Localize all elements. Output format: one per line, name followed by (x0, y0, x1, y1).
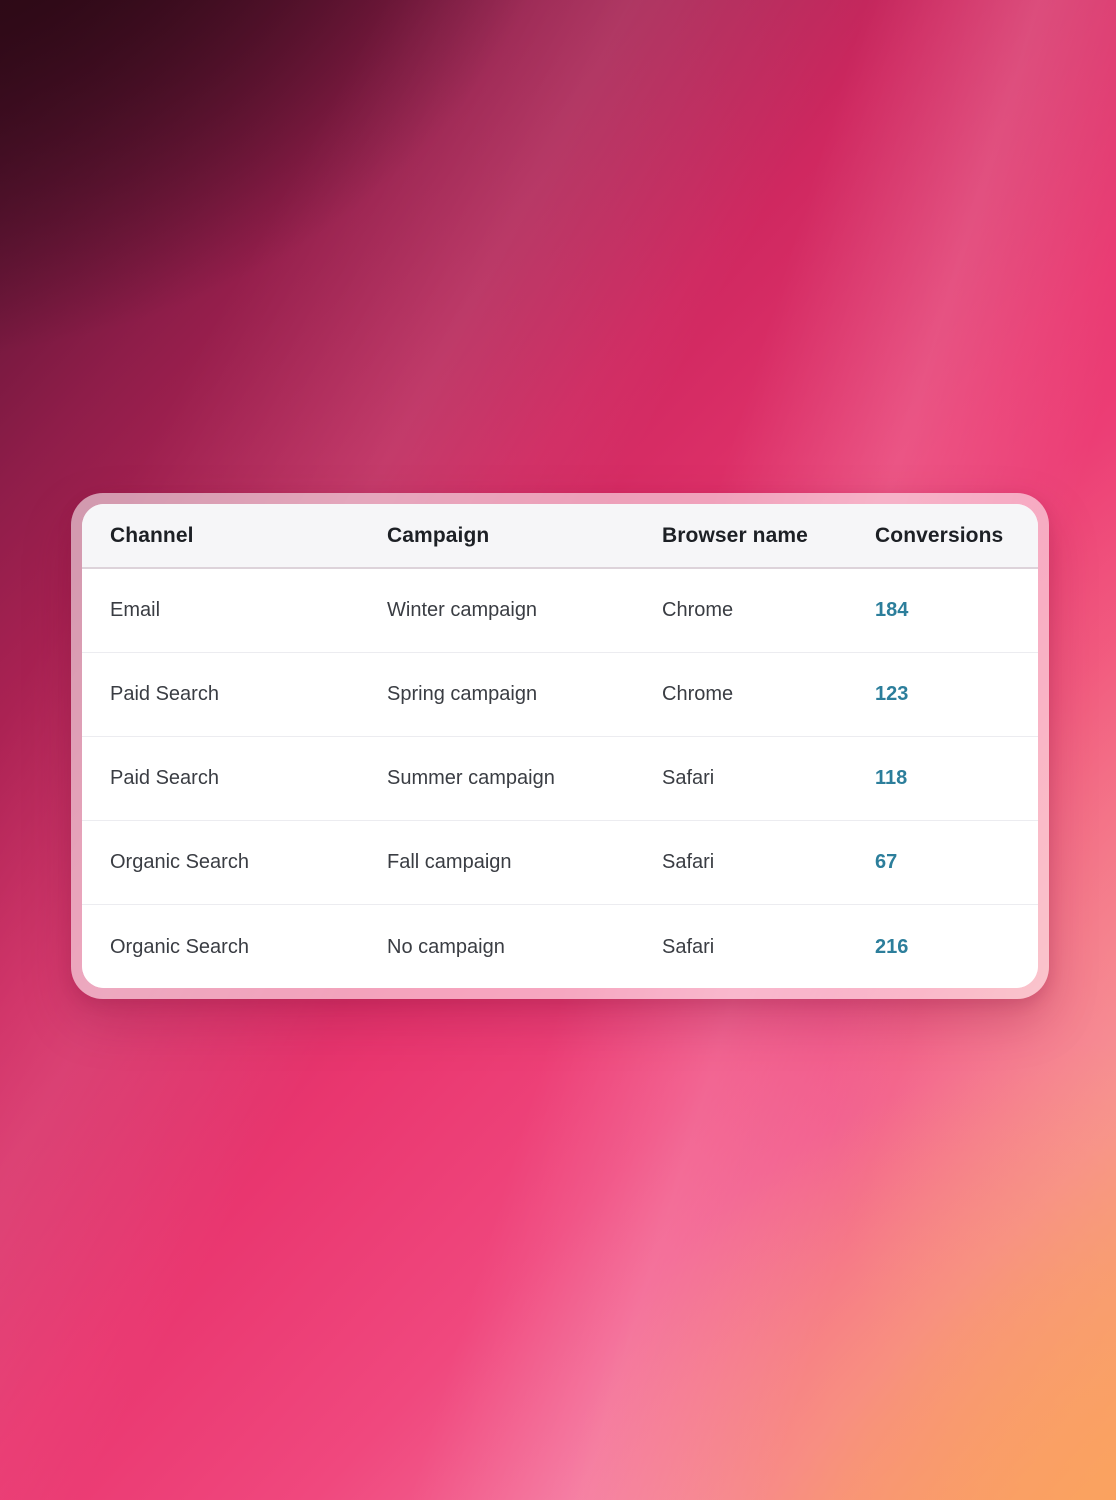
table-row: Organic Search Fall campaign Safari 67 (82, 821, 1038, 905)
conversions-table-card: Channel Campaign Browser name Conversion… (82, 504, 1038, 988)
cell-channel: Organic Search (110, 935, 249, 958)
cell-channel: Email (110, 599, 161, 621)
conversions-value-link[interactable]: 216 (875, 935, 909, 958)
header-cell-channel: Channel (110, 523, 194, 547)
header-cell-campaign: Campaign (387, 523, 490, 547)
table-row: Paid Search Spring campaign Chrome 123 (82, 653, 1038, 737)
cell-channel: Organic Search (110, 851, 249, 873)
header-cell-browser: Browser name (662, 523, 808, 547)
cell-channel: Paid Search (110, 767, 219, 789)
cell-browser: Chrome (662, 683, 734, 705)
conversions-value-link[interactable]: 184 (875, 599, 909, 621)
table-header-row: Channel Campaign Browser name Conversion… (82, 504, 1038, 569)
table-row: Paid Search Summer campaign Safari 118 (82, 737, 1038, 821)
cell-campaign: Fall campaign (387, 851, 512, 873)
conversions-value-link[interactable]: 123 (875, 683, 909, 705)
cell-browser: Safari (662, 935, 715, 958)
cell-browser: Safari (662, 767, 715, 789)
cell-channel: Paid Search (110, 683, 219, 705)
cell-campaign: Summer campaign (387, 767, 555, 789)
conversions-value-link[interactable]: 118 (875, 767, 908, 789)
cell-campaign: Winter campaign (387, 599, 538, 621)
header-cell-conversions: Conversions (875, 523, 1004, 547)
cell-browser: Chrome (662, 599, 734, 621)
cell-campaign: Spring campaign (387, 683, 538, 705)
table-row: Organic Search No campaign Safari 216 (82, 905, 1038, 988)
conversions-value-link[interactable]: 67 (875, 851, 898, 873)
cell-campaign: No campaign (387, 935, 505, 958)
table-card-ring: Channel Campaign Browser name Conversion… (71, 493, 1049, 999)
cell-browser: Safari (662, 851, 715, 873)
table-row: Email Winter campaign Chrome 184 (82, 569, 1038, 653)
